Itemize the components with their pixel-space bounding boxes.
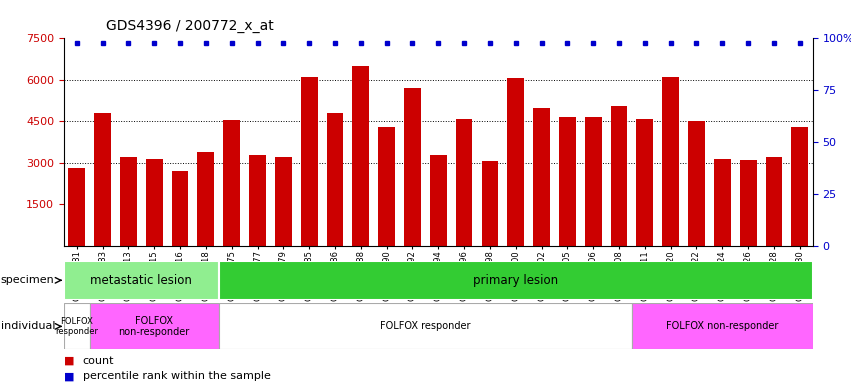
Bar [688, 121, 705, 246]
Bar [275, 157, 292, 246]
Text: FOLFOX non-responder: FOLFOX non-responder [666, 321, 779, 331]
Bar [94, 113, 111, 246]
Bar [740, 160, 757, 246]
Bar [455, 119, 472, 246]
Bar [507, 78, 524, 246]
Bar [585, 117, 602, 246]
Bar [68, 168, 85, 246]
Bar [89, 303, 219, 349]
Bar [197, 152, 214, 246]
Text: ■: ■ [64, 356, 74, 366]
Bar [791, 127, 808, 246]
Text: individual: individual [1, 321, 55, 331]
Bar [482, 161, 499, 246]
Text: percentile rank within the sample: percentile rank within the sample [83, 371, 271, 381]
Bar [662, 77, 679, 246]
Text: ■: ■ [64, 371, 74, 381]
Bar [120, 157, 137, 246]
Bar [146, 159, 163, 246]
Bar [249, 154, 266, 246]
Text: FOLFOX
responder: FOLFOX responder [55, 317, 98, 336]
Bar [300, 77, 317, 246]
Bar [219, 303, 632, 349]
Bar [404, 88, 421, 246]
Bar [632, 303, 813, 349]
Bar [430, 154, 447, 246]
Bar [378, 127, 395, 246]
Bar [766, 157, 782, 246]
Bar [327, 113, 343, 246]
Bar [352, 66, 369, 246]
Bar [637, 119, 654, 246]
Bar [559, 117, 576, 246]
Text: primary lesion: primary lesion [473, 274, 558, 287]
Bar [219, 261, 813, 300]
Bar [172, 171, 188, 246]
Text: FOLFOX responder: FOLFOX responder [380, 321, 471, 331]
Text: FOLFOX
non-responder: FOLFOX non-responder [118, 316, 190, 337]
Text: metastatic lesion: metastatic lesion [90, 274, 192, 287]
Bar [223, 120, 240, 246]
Bar [534, 108, 550, 246]
Bar [611, 106, 627, 246]
Text: specimen: specimen [1, 275, 54, 285]
Text: count: count [83, 356, 114, 366]
Text: GDS4396 / 200772_x_at: GDS4396 / 200772_x_at [106, 19, 274, 33]
Bar [64, 303, 89, 349]
Bar [64, 261, 219, 300]
Bar [714, 159, 731, 246]
